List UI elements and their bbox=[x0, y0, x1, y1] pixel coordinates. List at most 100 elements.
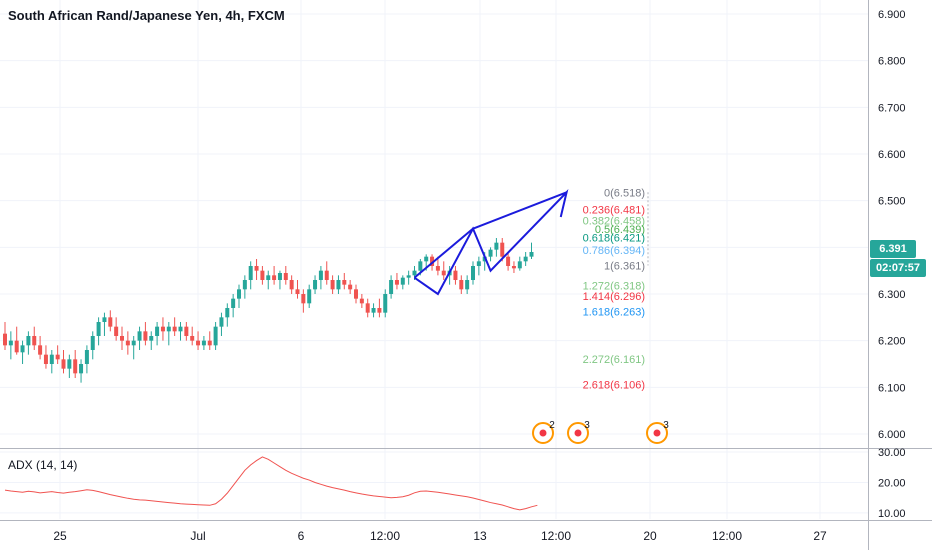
candle-body bbox=[3, 333, 7, 346]
candle bbox=[219, 312, 224, 336]
candle bbox=[38, 336, 43, 360]
harmonic-pattern[interactable] bbox=[413, 188, 569, 296]
candle-body bbox=[377, 308, 382, 313]
candle bbox=[295, 280, 300, 299]
candle-body bbox=[394, 280, 399, 285]
candle-body bbox=[406, 275, 411, 278]
candle bbox=[435, 256, 440, 276]
time-tick-label: 25 bbox=[53, 529, 67, 543]
candle-body bbox=[73, 359, 78, 374]
candle bbox=[371, 303, 376, 318]
candle bbox=[49, 350, 54, 374]
price-tick-label: 6.700 bbox=[878, 102, 906, 114]
current-price-badge[interactable]: 6.391 bbox=[870, 240, 916, 258]
fib-level-label: 0.786(6.394) bbox=[583, 245, 645, 257]
candle-body bbox=[184, 326, 189, 336]
candle bbox=[336, 275, 341, 294]
candle-body bbox=[500, 242, 505, 257]
candle-body bbox=[412, 270, 417, 276]
candle bbox=[301, 289, 306, 313]
candle bbox=[383, 289, 388, 318]
candle-body bbox=[260, 270, 265, 280]
candle bbox=[266, 270, 271, 290]
candle-body bbox=[383, 294, 388, 313]
candle bbox=[213, 322, 218, 350]
candle-body bbox=[318, 270, 323, 280]
candle bbox=[523, 252, 528, 266]
candle bbox=[394, 273, 399, 290]
candle-body bbox=[283, 273, 288, 280]
candle-body bbox=[201, 340, 206, 346]
event-marker-dot bbox=[539, 429, 547, 437]
fib-levels: 0(6.518) 0.236(6.481)0.382(6.458)0.5(6.43… bbox=[583, 187, 649, 392]
candle-body bbox=[342, 280, 347, 285]
price-tick-label: 6.100 bbox=[878, 382, 906, 394]
candle-body bbox=[79, 364, 84, 374]
time-tick-label: 13 bbox=[473, 529, 487, 543]
candle-body bbox=[102, 317, 107, 322]
candle bbox=[324, 261, 329, 285]
candle-body bbox=[137, 331, 142, 341]
time-tick-label: Jul bbox=[190, 529, 205, 543]
candle-body bbox=[471, 266, 475, 280]
event-marker-count: 3 bbox=[663, 420, 669, 431]
candle-body bbox=[511, 266, 516, 269]
adx-panel bbox=[4, 456, 538, 511]
candle bbox=[67, 354, 72, 378]
candle bbox=[465, 275, 470, 294]
candle bbox=[184, 322, 189, 341]
candle bbox=[318, 266, 323, 290]
candle-body bbox=[149, 336, 154, 341]
adx-tick-label: 30.00 bbox=[878, 447, 906, 459]
candle-body bbox=[301, 294, 306, 304]
event-marker-count: 3 bbox=[584, 420, 590, 431]
candle bbox=[160, 317, 165, 341]
candle-body bbox=[476, 261, 481, 266]
candle bbox=[61, 350, 66, 374]
candle bbox=[237, 284, 241, 308]
candle-body bbox=[237, 289, 241, 299]
fib-level-label: 1.414(6.296) bbox=[583, 291, 645, 303]
event-marker[interactable]: 3 bbox=[646, 420, 669, 444]
candle bbox=[406, 270, 411, 285]
candle-body bbox=[190, 336, 195, 341]
candle-body bbox=[8, 340, 13, 346]
price-tick-label: 6.600 bbox=[878, 149, 906, 161]
candle-body bbox=[453, 270, 458, 280]
candle bbox=[96, 317, 101, 346]
candle-body bbox=[108, 317, 113, 327]
candle bbox=[488, 247, 493, 262]
candle-body bbox=[459, 280, 464, 290]
pattern-line[interactable] bbox=[413, 188, 569, 296]
candle bbox=[471, 261, 475, 285]
candle-body bbox=[506, 256, 511, 266]
candle bbox=[114, 317, 119, 341]
event-marker[interactable]: 2 bbox=[532, 420, 555, 444]
candle bbox=[283, 266, 288, 285]
price-tick-label: 6.200 bbox=[878, 336, 906, 348]
candle bbox=[453, 266, 458, 285]
pattern-leg-bd[interactable] bbox=[472, 191, 567, 230]
fib-level-label: 0.5(6.439) bbox=[595, 224, 645, 236]
candle bbox=[354, 284, 358, 304]
candle-body bbox=[20, 345, 25, 353]
event-marker[interactable]: 3 bbox=[567, 420, 590, 444]
adx-tick-label: 10.00 bbox=[878, 508, 906, 520]
candle bbox=[330, 275, 335, 294]
candle bbox=[359, 294, 364, 308]
candle-body bbox=[248, 266, 253, 280]
fib-level-label: 1(6.361) bbox=[604, 261, 645, 273]
candle-body bbox=[400, 277, 405, 285]
price-tick-label: 6.000 bbox=[878, 429, 906, 441]
candle-body bbox=[418, 261, 423, 271]
candle bbox=[506, 252, 511, 271]
candle-body bbox=[313, 280, 318, 290]
candle bbox=[90, 331, 95, 360]
event-markers[interactable]: 2 3 3 bbox=[532, 420, 669, 444]
time-tick-label: 12:00 bbox=[370, 529, 400, 543]
price-tick-label: 6.500 bbox=[878, 196, 906, 208]
candle-body bbox=[324, 270, 329, 280]
pattern-leg-xb[interactable] bbox=[413, 227, 474, 279]
